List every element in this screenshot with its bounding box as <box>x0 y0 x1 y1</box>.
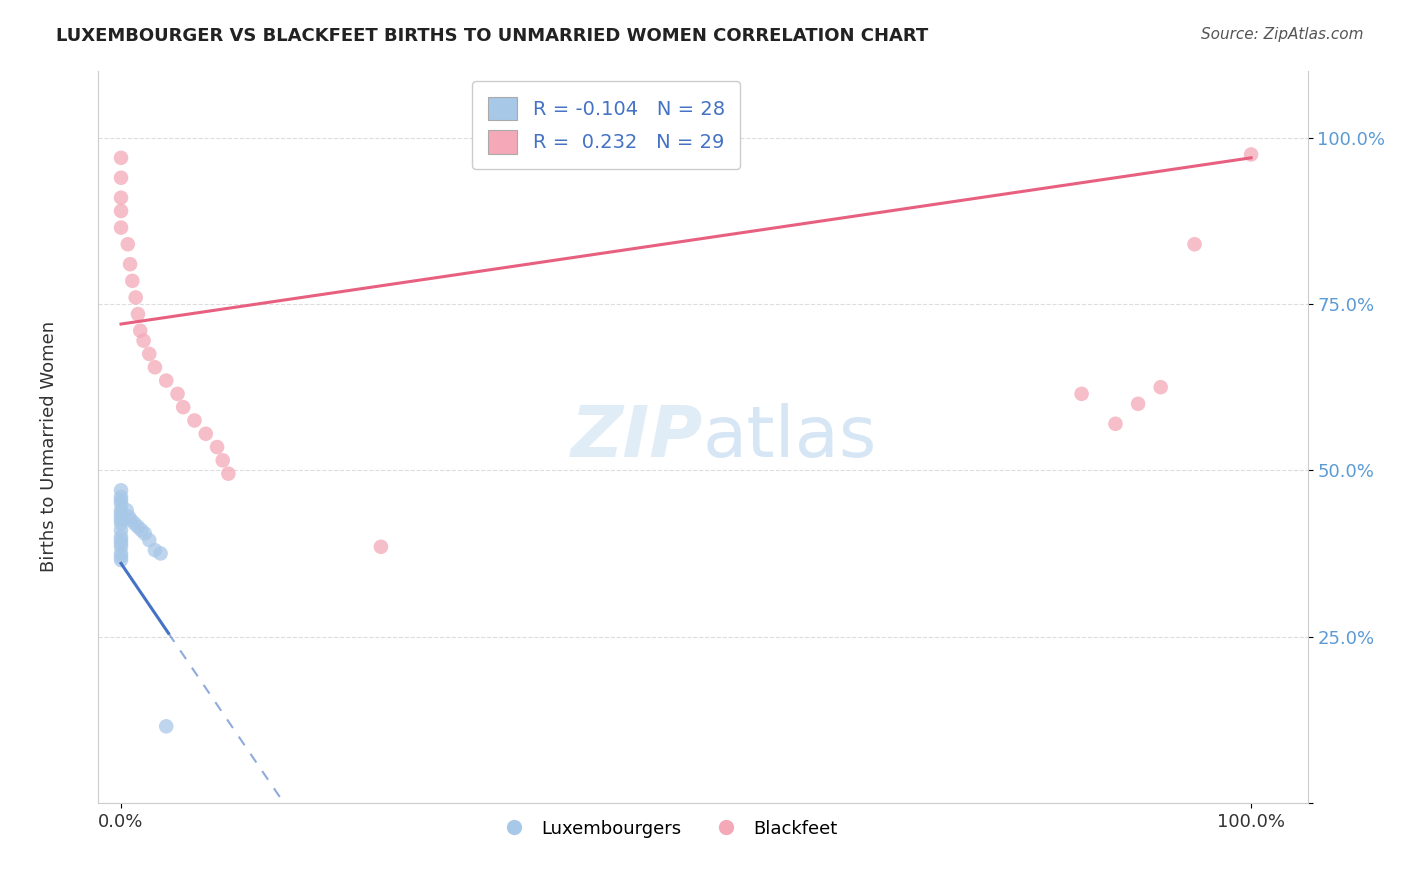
Point <box>149 546 172 560</box>
Point <box>115 503 138 517</box>
Point <box>110 507 132 521</box>
Point <box>1070 387 1092 401</box>
Point <box>166 387 188 401</box>
Point <box>120 257 142 271</box>
Text: Source: ZipAtlas.com: Source: ZipAtlas.com <box>1201 27 1364 42</box>
Point <box>110 151 132 165</box>
Text: LUXEMBOURGER VS BLACKFEET BIRTHS TO UNMARRIED WOMEN CORRELATION CHART: LUXEMBOURGER VS BLACKFEET BIRTHS TO UNMA… <box>56 27 928 45</box>
Point <box>194 426 217 441</box>
Point <box>110 546 132 560</box>
Point <box>110 497 132 511</box>
Point <box>117 237 139 252</box>
Point <box>110 530 132 544</box>
Point <box>110 536 132 550</box>
Text: atlas: atlas <box>703 402 877 472</box>
Point <box>118 509 141 524</box>
Point <box>131 523 153 537</box>
Point <box>127 520 149 534</box>
Point <box>134 526 156 541</box>
Point <box>110 503 132 517</box>
Point <box>110 533 132 548</box>
Point <box>217 467 239 481</box>
Point <box>110 540 132 554</box>
Point <box>138 347 160 361</box>
Point <box>1126 397 1149 411</box>
Point <box>129 324 152 338</box>
Point <box>120 513 142 527</box>
Point <box>205 440 228 454</box>
Point <box>155 719 177 733</box>
Point <box>110 191 132 205</box>
Text: ZIP: ZIP <box>571 402 703 472</box>
Point <box>211 453 233 467</box>
Point <box>143 360 166 375</box>
Point <box>132 334 155 348</box>
Point <box>138 533 160 548</box>
Point <box>110 516 132 531</box>
Point <box>155 374 177 388</box>
Point <box>110 170 132 185</box>
Point <box>124 516 146 531</box>
Point <box>121 274 143 288</box>
Point <box>1104 417 1126 431</box>
Point <box>110 509 132 524</box>
Text: Births to Unmarried Women: Births to Unmarried Women <box>41 320 58 572</box>
Point <box>1150 380 1173 394</box>
Point <box>110 553 132 567</box>
Point <box>127 307 149 321</box>
Point <box>110 483 132 498</box>
Point <box>110 523 132 537</box>
Legend: Luxembourgers, Blackfeet: Luxembourgers, Blackfeet <box>489 813 845 845</box>
Point <box>172 400 194 414</box>
Point <box>125 290 148 304</box>
Point <box>370 540 392 554</box>
Point <box>110 204 132 219</box>
Point <box>110 513 132 527</box>
Point <box>110 490 132 504</box>
Point <box>110 549 132 564</box>
Point <box>183 413 205 427</box>
Point <box>1240 147 1263 161</box>
Point <box>1184 237 1206 252</box>
Point <box>110 493 132 508</box>
Point <box>110 220 132 235</box>
Point <box>143 543 166 558</box>
